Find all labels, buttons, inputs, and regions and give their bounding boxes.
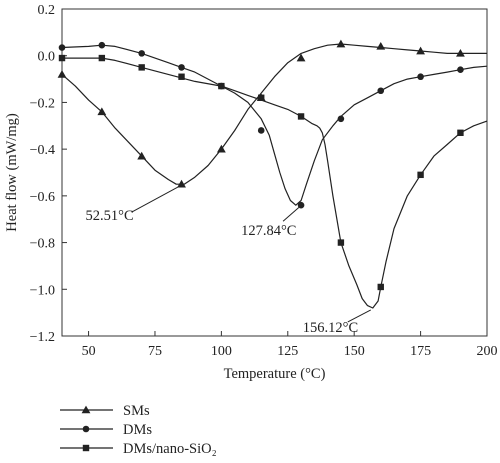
x-tick-label: 125: [277, 344, 298, 359]
legend-label: SMs: [123, 403, 150, 419]
triangle-marker: [216, 144, 226, 153]
circle-marker: [138, 50, 145, 57]
series-line: [61, 44, 488, 206]
triangle-marker: [177, 179, 186, 188]
y-tick-label: 0.2: [38, 3, 56, 18]
annotation-leader: [347, 309, 372, 323]
y-tick-label: −1.0: [30, 283, 55, 298]
legend-item: DMs: [60, 422, 152, 438]
circle-marker: [297, 201, 305, 209]
y-tick-label: −0.6: [30, 190, 55, 205]
legend-circle-icon: [82, 425, 90, 433]
triangle-marker: [97, 107, 107, 116]
circle-marker: [337, 115, 345, 123]
y-tick-label: −0.4: [30, 143, 55, 158]
legend-label: DMs: [123, 422, 152, 438]
square-marker: [178, 73, 185, 80]
square-marker: [337, 239, 345, 246]
x-axis-label: Temperature (°C): [224, 366, 326, 382]
annotation-layer: 52.51°C 127.84°C 156.12°C: [86, 185, 372, 336]
y-tick-label: −0.8: [30, 237, 55, 252]
annotation-leader: [282, 206, 300, 222]
annotation-label: 127.84°C: [241, 223, 296, 239]
y-tick-label: −0.2: [30, 96, 55, 111]
square-marker: [417, 171, 424, 179]
triangle-marker: [376, 41, 386, 50]
square-marker: [377, 283, 384, 291]
square-marker: [58, 54, 66, 62]
x-tick-label: 175: [410, 344, 431, 359]
x-tick-label: 150: [344, 344, 365, 359]
x-tick-label: 75: [148, 344, 162, 359]
legend-item: DMs/nano-SiO₂: [60, 441, 217, 457]
circle-marker: [98, 41, 106, 49]
triangle-marker: [416, 46, 425, 55]
circle-marker: [257, 127, 265, 134]
x-tick-label: 100: [211, 344, 232, 359]
annotation-label: 156.12°C: [303, 320, 358, 336]
legend: SMs DMs DMs/nano-SiO₂: [60, 403, 217, 457]
annotation-leader: [131, 185, 180, 213]
square-marker: [138, 64, 145, 71]
series-circle: [58, 41, 488, 209]
annotation-label: 52.51°C: [86, 208, 134, 224]
circle-marker: [178, 64, 185, 71]
y-tick-label: 0.0: [38, 50, 56, 65]
legend-square-icon: [82, 444, 90, 452]
circle-marker: [417, 73, 424, 81]
circle-marker: [377, 87, 385, 95]
square-marker: [457, 129, 464, 136]
series-layer: [57, 39, 488, 309]
square-marker: [297, 113, 305, 120]
triangle-marker: [57, 70, 67, 78]
triangle-marker: [456, 48, 465, 57]
series-line: [62, 57, 488, 309]
square-marker: [98, 54, 106, 62]
triangle-marker: [137, 151, 147, 160]
square-marker: [218, 82, 225, 90]
y-tick-label: −1.2: [30, 330, 55, 345]
plot-frame: [61, 8, 488, 337]
y-axis-label: Heat flow (mW/mg): [4, 113, 20, 232]
legend-triangle-icon: [81, 405, 91, 414]
x-tick-label: 50: [82, 344, 96, 359]
plot-axes: 50 75 100 125 150 175 200 0.2 0.0 −0.2 −0.4 −0.6 −0.…: [30, 3, 498, 359]
triangle-marker: [336, 39, 346, 48]
series-square: [58, 54, 488, 309]
circle-marker: [457, 66, 464, 74]
series-line: [61, 43, 487, 185]
legend-item: SMs: [60, 403, 150, 419]
legend-label: DMs/nano-SiO₂: [123, 441, 217, 457]
x-tick-label: 200: [477, 344, 498, 359]
triangle-marker: [296, 53, 306, 62]
square-marker: [258, 94, 265, 101]
circle-marker: [58, 44, 66, 51]
